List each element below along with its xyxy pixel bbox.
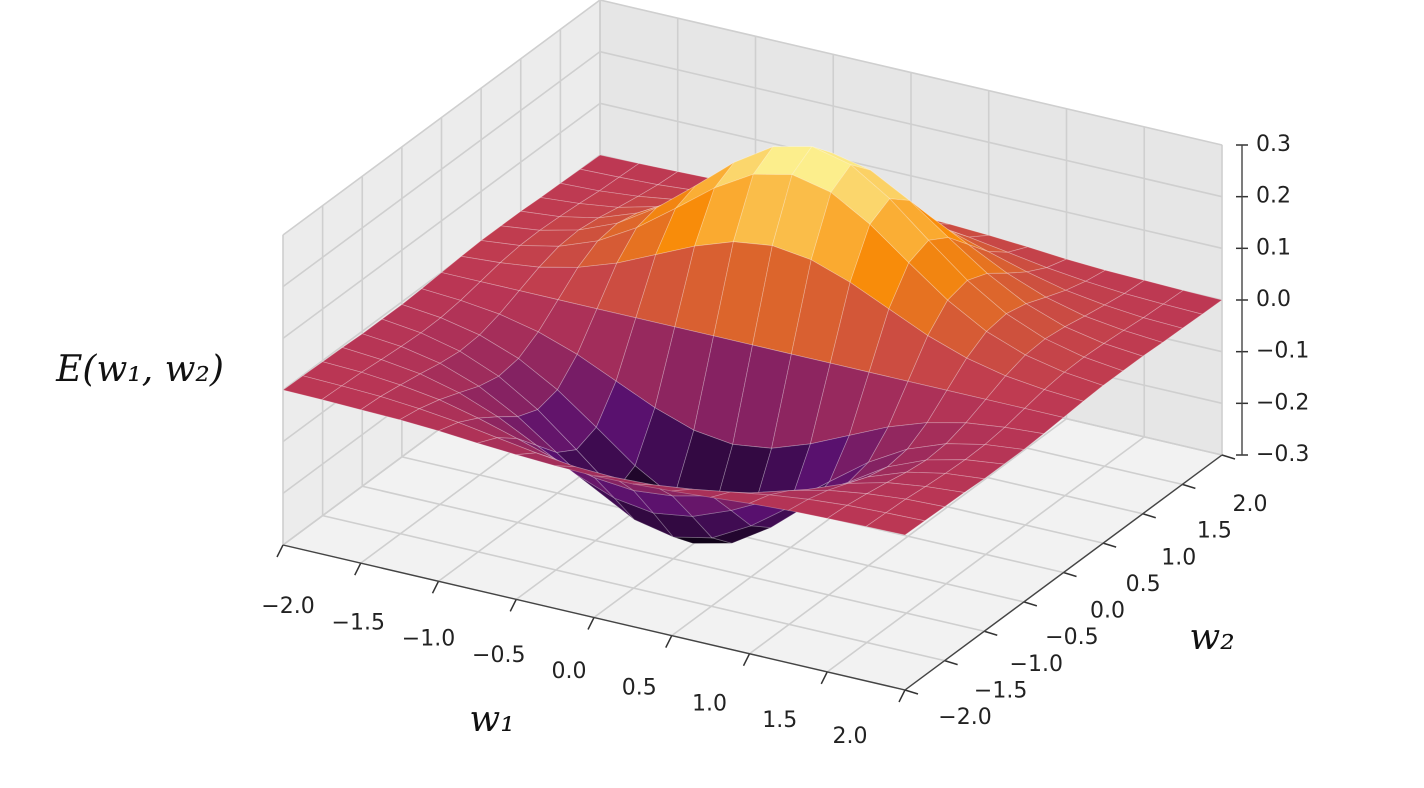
y-tick-label: −2.0	[938, 705, 991, 730]
surface	[282, 145, 1223, 545]
y-tick	[944, 659, 958, 666]
surface-cell	[884, 498, 946, 522]
z-axis-label: E(w₁, w₂)	[55, 349, 224, 390]
y-tick	[1023, 601, 1038, 607]
x-tick	[820, 671, 828, 685]
z-tick-label: −0.3	[1256, 442, 1309, 467]
surface-cell	[1083, 343, 1144, 372]
y-tick	[1063, 571, 1077, 578]
grid-line	[282, 102, 601, 339]
x-tick	[587, 617, 595, 630]
x-tick	[509, 599, 517, 612]
x-tick	[431, 580, 440, 594]
y-tick	[1182, 483, 1196, 490]
y-tick-label: −1.0	[1010, 652, 1063, 677]
x-tick	[665, 635, 673, 648]
x-tick-label: 0.5	[622, 675, 657, 700]
x-tick	[354, 562, 362, 576]
grid-line	[599, 102, 1223, 250]
z-tick-label: −0.1	[1256, 339, 1309, 364]
y-tick-label: 0.5	[1126, 572, 1161, 597]
z-tick-label: 0.1	[1256, 235, 1291, 260]
y-axis-label: w₂	[1189, 617, 1234, 658]
y-tick-label: −0.5	[1045, 625, 1098, 650]
x-axis-label: w₁	[469, 699, 514, 740]
grid-line	[282, 51, 601, 288]
grid-line	[599, 50, 1223, 198]
z-tick-label: −0.2	[1256, 390, 1309, 415]
grid-line	[599, 0, 1223, 146]
x-tick	[742, 653, 751, 667]
y-tick	[904, 689, 919, 695]
x-tick	[276, 544, 284, 558]
x-tick-label: 1.0	[692, 692, 727, 717]
grid-line	[282, 0, 601, 236]
y-tick-label: 2.0	[1233, 492, 1268, 517]
surface-cell	[865, 512, 926, 536]
x-tick-label: −1.5	[332, 610, 385, 635]
y-axis-line	[904, 454, 1223, 691]
y-tick-label: 1.0	[1161, 545, 1196, 570]
grid-line	[362, 485, 985, 633]
x-tick-label: −0.5	[472, 643, 525, 668]
x-tick-label: −2.0	[261, 594, 314, 619]
x-tick-label: 0.0	[552, 659, 587, 684]
grid-line	[322, 514, 945, 662]
y-tick	[1142, 513, 1156, 519]
z-tick-label: 0.3	[1256, 132, 1291, 157]
y-tick-label: 1.5	[1197, 519, 1232, 544]
x-axis-line	[282, 544, 906, 691]
x-tick	[898, 689, 906, 703]
z-tick-label: 0.0	[1256, 287, 1291, 312]
x-tick-label: 1.5	[762, 708, 797, 733]
axes: −2.0−1.5−1.0−0.50.00.51.01.52.0−2.0−1.5−…	[261, 132, 1309, 749]
x-tick-label: −1.0	[402, 627, 455, 652]
y-tick-label: 0.0	[1090, 599, 1125, 624]
y-tick	[984, 630, 998, 636]
x-tick-label: 2.0	[833, 724, 868, 749]
surface-cell	[964, 444, 1025, 465]
y-tick	[1221, 454, 1236, 460]
z-tick-label: 0.2	[1256, 184, 1291, 209]
y-tick-label: −1.5	[974, 678, 1027, 703]
y-tick	[1102, 542, 1117, 548]
